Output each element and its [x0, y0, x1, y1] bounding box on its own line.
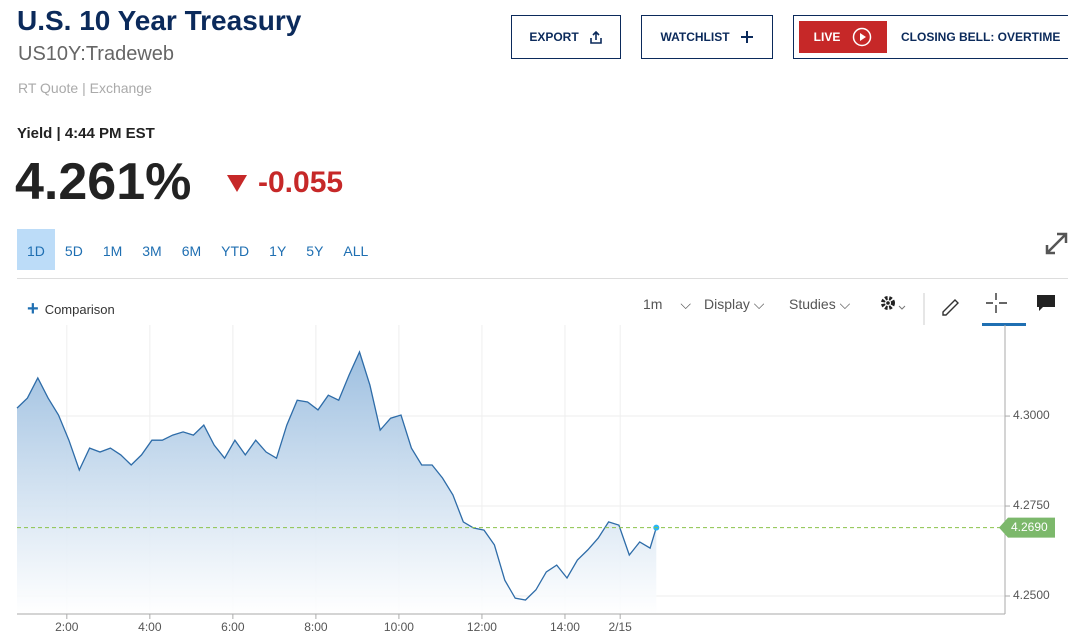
x-tick-label: 12:00	[467, 620, 497, 634]
x-tick-label: 6:00	[221, 620, 245, 634]
export-label: EXPORT	[529, 30, 579, 44]
price-line	[16, 350, 657, 601]
x-tick-label: 14:00	[550, 620, 580, 634]
interval-label: 1m	[643, 296, 663, 312]
title: U.S. 10 Year Treasury	[17, 5, 302, 36]
play-icon	[853, 27, 872, 47]
expand-icon[interactable]	[1044, 230, 1068, 256]
range-tab[interactable]: YTD	[221, 243, 250, 259]
draw-icon[interactable]	[942, 299, 959, 316]
symbol: US10Y:Tradeweb	[18, 43, 175, 65]
range-tab[interactable]: ALL	[343, 243, 369, 259]
last-price-label: 4.2690	[1011, 520, 1048, 534]
x-tick-label: 2/15	[608, 620, 632, 634]
comparison-button[interactable]: + Comparison	[27, 298, 115, 321]
live-button[interactable]: LIVE CLOSING BELL: OVERTIME	[793, 15, 1068, 59]
export-button[interactable]: EXPORT	[511, 15, 621, 59]
display-menu[interactable]: Display ⌵	[704, 296, 765, 312]
comment-icon[interactable]	[1037, 295, 1055, 311]
export-icon	[589, 30, 602, 44]
change: -0.055	[226, 166, 343, 200]
studies-menu[interactable]: Studies ⌵	[789, 296, 851, 312]
show-label: CLOSING BELL: OVERTIME	[901, 30, 1061, 44]
x-tick-label: 2:00	[55, 620, 79, 634]
settings-icon[interactable]	[881, 296, 906, 310]
yield-label: Yield | 4:44 PM EST	[17, 125, 155, 142]
range-tab[interactable]: 6M	[181, 243, 202, 259]
chart-tools	[881, 293, 1055, 326]
range-tab[interactable]: 3M	[142, 243, 162, 259]
down-arrow	[227, 175, 247, 192]
interval-menu[interactable]: 1m ⌵	[643, 296, 691, 312]
plus-icon	[740, 31, 753, 43]
change-value: -0.055	[258, 166, 344, 199]
live-label: LIVE	[813, 30, 841, 44]
range-tab[interactable]: 5D	[64, 243, 83, 259]
plus-icon: +	[27, 298, 39, 320]
crosshair-icon[interactable]	[982, 293, 1026, 326]
live-badge: LIVE	[799, 21, 887, 53]
watchlist-label: WATCHLIST	[660, 30, 730, 44]
range-tab[interactable]: 1M	[102, 243, 123, 259]
separator	[17, 278, 1068, 279]
studies-label: Studies	[789, 296, 836, 312]
x-tick-label: 4:00	[138, 620, 162, 634]
range-tab[interactable]: 1Y	[269, 243, 287, 259]
last-price-badge	[999, 517, 1055, 538]
range-tabs: 1D 5D 1M 3M 6M YTD 1Y 5Y ALL	[17, 229, 378, 270]
range-tab[interactable]: 5Y	[306, 243, 324, 259]
x-tick-label: 10:00	[384, 620, 414, 634]
price: 4.261%	[15, 153, 192, 211]
y-tick-label: 4.2500	[1013, 588, 1050, 602]
y-tick-label: 4.3000	[1013, 408, 1050, 422]
quote-source: RT Quote | Exchange	[18, 80, 152, 96]
range-tab[interactable]: 1D	[17, 229, 55, 270]
y-tick-label: 4.2750	[1013, 498, 1050, 512]
area-fill	[17, 352, 657, 614]
watchlist-button[interactable]: WATCHLIST	[641, 15, 773, 59]
comparison-label: Comparison	[44, 302, 115, 317]
display-label: Display	[704, 296, 750, 312]
chart: 4.3000 4.2750 4.2500 2:00 4:00 6:00 8:00 10:00 1…	[16, 325, 1055, 634]
x-tick-label: 8:00	[304, 620, 328, 634]
